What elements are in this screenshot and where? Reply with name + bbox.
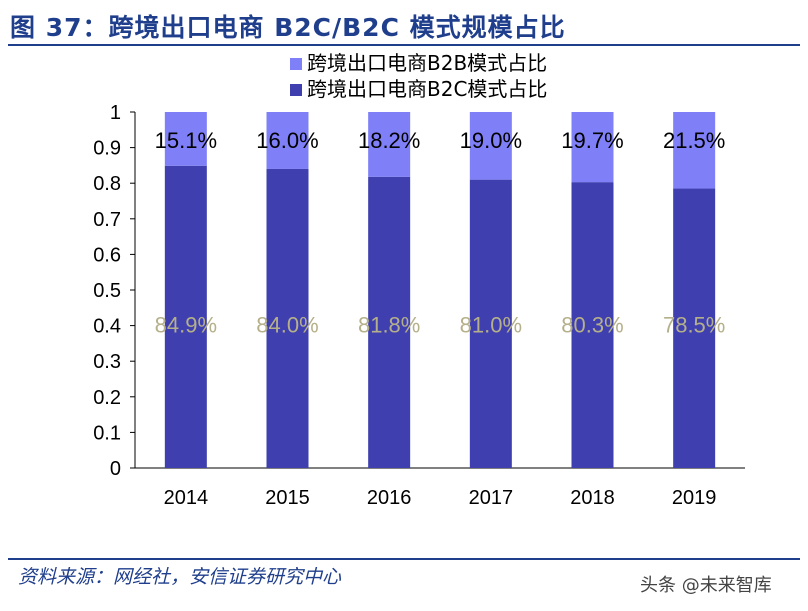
y-tick-label: 0.5: [93, 280, 121, 302]
data-label-b2c: 81.0%: [460, 313, 522, 338]
legend-label: 跨境出口电商B2C模式占比: [307, 77, 547, 101]
title-rule: [8, 44, 800, 46]
y-tick-label: 0.4: [93, 316, 121, 338]
y-tick-label: 0.1: [93, 422, 121, 444]
data-label-b2c: 84.0%: [256, 313, 318, 338]
bar-b2c: [164, 165, 207, 469]
stacked-bar-chart: 0 0.1 0.2 0.3 0.4 0.5 0.6 0.7 0.8 0.9 1 2014 15.1% 84…: [93, 51, 745, 509]
legend-label: 跨境出口电商B2B模式占比: [307, 51, 547, 75]
bar-b2b: [469, 112, 512, 180]
y-tick-label: 0.8: [93, 173, 121, 195]
y-tick-label: 0.6: [93, 244, 121, 266]
data-label-b2c: 81.8%: [358, 313, 420, 338]
x-tick-label: 2016: [367, 487, 412, 509]
legend-swatch: [290, 58, 302, 70]
figure-title: 图 37：跨境出口电商 B2C/B2C 模式规模占比: [10, 13, 566, 42]
source-note: 资料来源：网经社，安信证券研究中心: [18, 566, 342, 588]
x-tick-label: 2015: [265, 487, 310, 509]
source-rule: [8, 558, 800, 560]
bar-b2b: [673, 112, 716, 189]
bar-b2b: [368, 112, 411, 177]
bar-b2b: [164, 112, 207, 166]
y-tick-label: 1: [110, 102, 121, 124]
x-tick-label: 2019: [672, 487, 717, 509]
x-tick-label: 2014: [164, 487, 209, 509]
data-label-b2b: 15.1%: [155, 128, 217, 153]
watermark: 头条 @未来智库: [640, 575, 772, 596]
data-label-b2c: 84.9%: [155, 313, 217, 338]
x-tick-label: 2017: [469, 487, 514, 509]
y-tick-label: 0: [110, 458, 121, 480]
data-label-b2b: 19.0%: [460, 128, 522, 153]
y-tick-label: 0.9: [93, 138, 121, 160]
data-label-b2b: 16.0%: [256, 128, 318, 153]
data-label-b2c: 80.3%: [561, 313, 623, 338]
legend-swatch: [290, 84, 302, 96]
bar-b2c: [266, 168, 309, 468]
data-label-b2b: 18.2%: [358, 128, 420, 153]
bar-b2b: [266, 112, 309, 169]
y-tick-label: 0.3: [93, 351, 121, 373]
bar-b2c: [469, 179, 512, 468]
data-label-b2b: 21.5%: [663, 128, 725, 153]
bar-b2c: [673, 188, 716, 469]
y-tick-label: 0.2: [93, 387, 121, 409]
bar-b2c: [368, 176, 411, 469]
data-label-b2c: 78.5%: [663, 313, 725, 338]
x-tick-label: 2018: [570, 487, 615, 509]
y-tick-label: 0.7: [93, 209, 121, 231]
bar-b2c: [571, 182, 614, 468]
bar-b2b: [571, 112, 614, 183]
data-label-b2b: 19.7%: [561, 128, 623, 153]
